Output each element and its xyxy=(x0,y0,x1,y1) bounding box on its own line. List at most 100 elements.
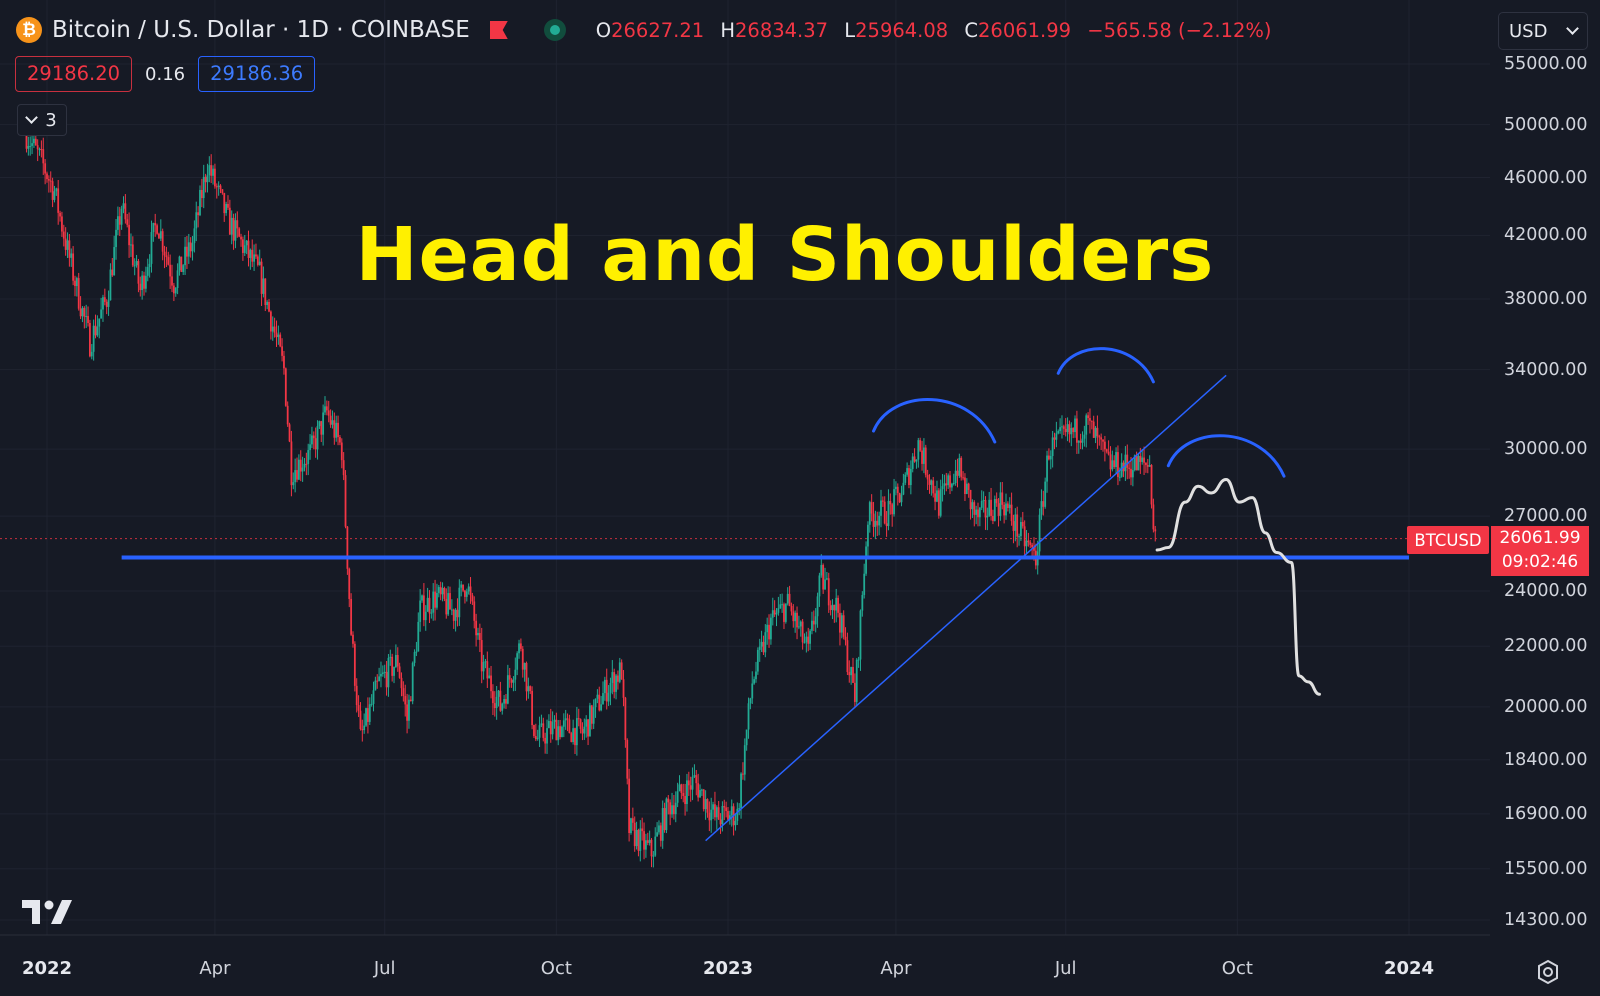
indicator-count: 3 xyxy=(45,109,57,131)
candle-body xyxy=(144,275,147,289)
candle xyxy=(617,670,619,690)
candle-body xyxy=(658,825,660,833)
candle-body xyxy=(363,725,366,731)
candle-body xyxy=(590,705,593,724)
candle xyxy=(753,676,756,685)
indicators-collapse-button[interactable]: 3 xyxy=(17,104,67,136)
candle xyxy=(501,702,504,715)
candle xyxy=(396,647,399,672)
candle xyxy=(79,296,82,320)
candle xyxy=(960,456,963,481)
candle xyxy=(872,501,875,537)
candle-body xyxy=(986,515,989,518)
candle-body xyxy=(928,479,931,485)
candle-body xyxy=(568,719,571,734)
candle xyxy=(223,192,226,222)
candle-body xyxy=(141,275,144,291)
candle xyxy=(415,641,418,657)
candle xyxy=(120,205,123,230)
candle xyxy=(303,458,306,472)
candle xyxy=(1070,422,1073,447)
candle xyxy=(68,233,71,267)
candle-body xyxy=(1150,465,1153,505)
candle xyxy=(803,633,806,644)
candle-body xyxy=(200,189,203,199)
candle-body xyxy=(624,697,627,740)
candle-body xyxy=(297,459,300,480)
candle xyxy=(434,579,436,621)
candle xyxy=(331,410,334,429)
candle-body xyxy=(1020,521,1022,537)
candle xyxy=(714,791,716,821)
candle xyxy=(967,482,970,498)
candle xyxy=(1083,425,1086,447)
candle-body xyxy=(792,611,795,622)
candle xyxy=(116,206,119,236)
tradingview-logo-icon[interactable] xyxy=(22,898,72,926)
candle-body xyxy=(753,679,756,684)
candle-body xyxy=(1006,503,1009,508)
candle-body xyxy=(167,257,170,265)
candle xyxy=(480,627,483,684)
candle-body xyxy=(251,249,254,262)
candle xyxy=(829,600,832,616)
candle-body xyxy=(159,231,162,239)
candle-body xyxy=(120,208,123,225)
candle-body xyxy=(182,265,185,272)
high-key: H xyxy=(720,18,736,42)
candle xyxy=(234,213,237,249)
candle xyxy=(527,677,530,699)
candle-body xyxy=(728,815,731,820)
candle-body xyxy=(322,412,325,435)
currency-select[interactable]: USD xyxy=(1498,12,1588,50)
candle-body xyxy=(258,261,261,265)
candle xyxy=(208,156,211,183)
bitcoin-icon: ₿ xyxy=(16,17,42,43)
candle xyxy=(618,657,621,684)
settings-gear-icon[interactable] xyxy=(1534,958,1562,986)
candle-body xyxy=(609,682,612,693)
uptrend-line xyxy=(705,374,1227,842)
candle xyxy=(831,599,834,620)
candle-body xyxy=(1126,454,1129,468)
symbol-title[interactable]: Bitcoin / U.S. Dollar · 1D · COINBASE xyxy=(52,17,470,43)
flag-icon[interactable] xyxy=(489,21,508,39)
candle-body xyxy=(566,718,569,720)
candle xyxy=(792,604,795,628)
candle-body xyxy=(1059,427,1062,432)
candle xyxy=(923,438,925,474)
sell-price-button[interactable]: 29186.20 xyxy=(15,56,133,92)
candle xyxy=(126,213,129,228)
candle xyxy=(225,201,228,216)
candle xyxy=(59,210,61,222)
candle xyxy=(55,187,58,196)
candle xyxy=(631,807,634,831)
candle-body xyxy=(327,410,330,416)
buy-price-button[interactable]: 29186.36 xyxy=(198,56,316,92)
candle-body xyxy=(1033,547,1035,551)
candle xyxy=(1102,439,1104,452)
candle-body xyxy=(605,679,608,702)
candle xyxy=(555,712,558,741)
candle-body xyxy=(973,502,976,515)
candle xyxy=(572,719,575,745)
candle xyxy=(174,287,177,297)
candle-body xyxy=(665,798,668,831)
price-tick-label: 38000.00 xyxy=(1504,288,1588,309)
candle xyxy=(383,664,386,679)
candle-body xyxy=(53,191,56,200)
candle xyxy=(320,420,323,443)
candle xyxy=(585,715,588,738)
candle-body xyxy=(680,784,683,793)
candle-body xyxy=(126,219,129,225)
candle-body xyxy=(1115,452,1117,468)
candle xyxy=(460,581,463,597)
candle-body xyxy=(96,326,99,336)
candle-body xyxy=(245,240,248,246)
candle-body xyxy=(1046,455,1048,482)
candle xyxy=(314,427,317,458)
candle-body xyxy=(1057,431,1060,434)
candle-body xyxy=(773,610,776,615)
candle-body xyxy=(417,621,420,652)
